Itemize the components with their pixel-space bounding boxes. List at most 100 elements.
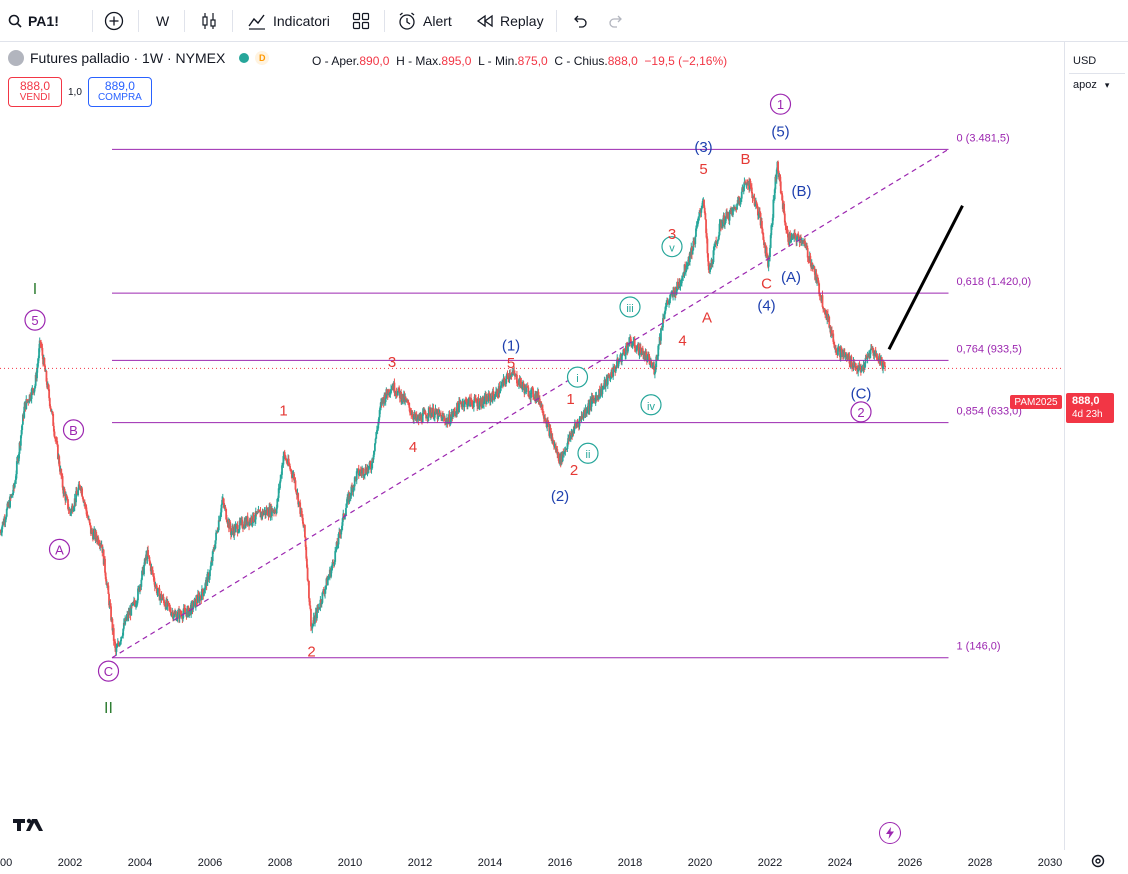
candle-body: [786, 230, 789, 234]
candle-body: [817, 280, 820, 284]
candle-body: [678, 282, 681, 286]
lightning-button[interactable]: [879, 822, 901, 844]
candle-body: [81, 488, 84, 497]
candle-body: [714, 241, 717, 245]
candle-body: [91, 529, 94, 534]
candle-body: [796, 237, 798, 242]
ohlc-readout: O - Aper.890,0 H - Max.895,0 L - Min.875…: [312, 54, 727, 68]
candle-body: [63, 488, 66, 493]
scale-select[interactable]: apoz ▾: [1069, 74, 1125, 96]
candle-body: [411, 413, 414, 418]
quantity[interactable]: 1,0: [68, 86, 82, 98]
tradingview-logo[interactable]: [12, 815, 46, 835]
candle-body: [697, 216, 700, 219]
x-tick-label: 2006: [198, 857, 222, 869]
candle-body: [291, 475, 294, 478]
candle-body: [507, 375, 510, 380]
candle-body: [682, 273, 685, 277]
candle-body: [713, 244, 716, 247]
candle-body: [499, 385, 502, 391]
candle-body: [33, 388, 36, 393]
candle-body: [182, 608, 185, 614]
chart-settings-button[interactable]: [1088, 851, 1108, 871]
candle-body: [751, 193, 754, 199]
candle-body: [416, 418, 419, 421]
candle-body: [610, 371, 613, 377]
wave-label: I: [33, 281, 37, 298]
candle-body: [208, 576, 211, 580]
candle-body: [170, 613, 173, 616]
candle-body: [122, 622, 125, 629]
candle-body: [210, 560, 213, 566]
candle-body: [488, 393, 491, 395]
candle-body: [271, 508, 274, 513]
wave-label-circle: [640, 394, 662, 416]
divider: [384, 10, 385, 32]
candle-body: [466, 404, 469, 407]
candle-body: [754, 204, 757, 206]
candle-body: [607, 375, 610, 378]
chart-type-button[interactable]: [199, 8, 219, 34]
candle-body: [271, 508, 273, 516]
symbol-search-button[interactable]: PA1!: [8, 8, 59, 34]
candle-body: [337, 533, 340, 545]
candle-body: [285, 459, 288, 463]
candle-body: [234, 525, 237, 533]
layouts-button[interactable]: [351, 8, 371, 34]
candle-body: [884, 365, 886, 368]
candle-body: [466, 400, 469, 407]
candle-body: [49, 406, 52, 409]
candle-body: [433, 412, 436, 418]
projection-line: [887, 204, 964, 350]
candle-body: [739, 200, 742, 203]
buy-button[interactable]: 889,0 COMPRA: [87, 77, 152, 107]
symbol-label: PA1!: [28, 13, 59, 29]
candle-body: [137, 588, 139, 601]
candle-body: [502, 378, 505, 386]
candle-body: [15, 474, 18, 480]
candle-body: [225, 508, 228, 520]
candle-body: [779, 174, 781, 182]
undo-button[interactable]: [570, 8, 588, 34]
candle-body: [630, 342, 633, 347]
x-tick-label: 2014: [478, 857, 502, 869]
indicators-button[interactable]: Indicatori: [247, 8, 330, 34]
candle-body: [83, 501, 86, 505]
candle-body: [287, 458, 290, 465]
candle-body: [279, 474, 282, 482]
wave-label: B: [740, 151, 750, 168]
redo-button[interactable]: [608, 8, 626, 34]
candle-body: [500, 384, 503, 386]
compare-button[interactable]: [104, 8, 124, 34]
candle-body: [454, 411, 456, 414]
fib-level-label: 0,854 (633,0): [957, 406, 1022, 418]
sell-button[interactable]: 888,0 VENDI: [8, 77, 62, 107]
candle-body: [425, 414, 427, 419]
candle-body: [125, 617, 128, 621]
candle-body: [306, 558, 308, 568]
candle-body: [879, 358, 882, 365]
wave-label: (5): [771, 123, 789, 140]
replay-button[interactable]: Replay: [476, 8, 544, 34]
candle-body: [60, 468, 63, 476]
candle-body: [876, 353, 878, 361]
candle-body: [573, 428, 576, 434]
candle-body: [306, 567, 309, 581]
candle-body: [119, 641, 122, 643]
candle-body: [176, 617, 178, 621]
currency-select[interactable]: USD: [1069, 50, 1125, 72]
candle-body: [658, 344, 660, 346]
candle-body: [147, 555, 150, 557]
candle-body: [116, 642, 119, 647]
candle-body: [800, 237, 802, 242]
candle-body: [498, 386, 501, 394]
interval-button[interactable]: W: [156, 8, 169, 34]
candle-body: [314, 615, 316, 624]
candle-body: [767, 255, 770, 267]
candle-body: [615, 365, 618, 368]
candle-body: [472, 401, 475, 407]
candle-body: [305, 546, 308, 559]
alert-button[interactable]: Alert: [397, 8, 452, 34]
candle-body: [163, 600, 166, 605]
